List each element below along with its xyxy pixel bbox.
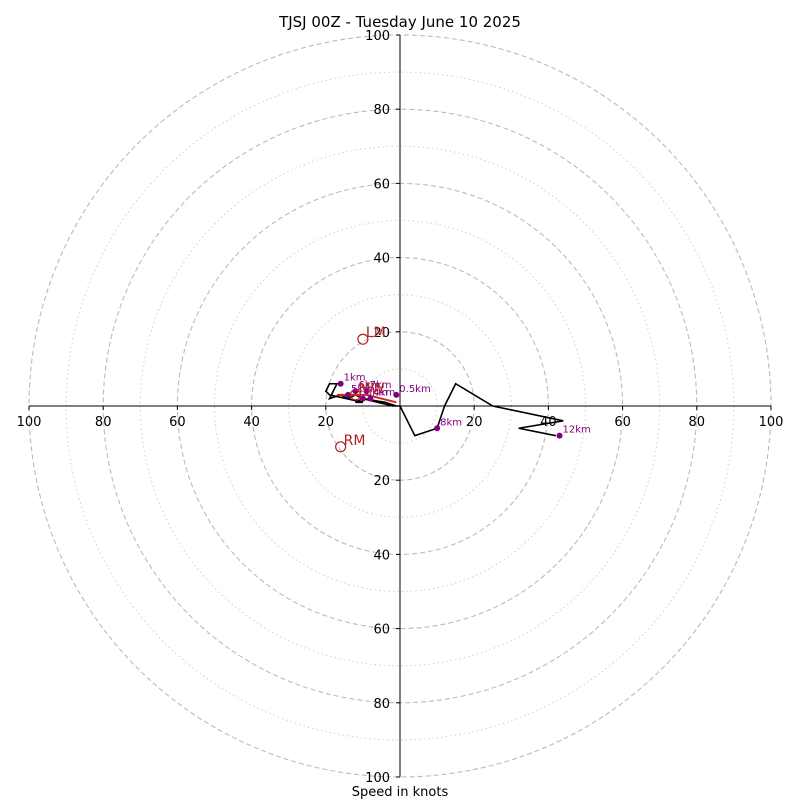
x-tick-label: 100	[759, 415, 784, 430]
x-tick-labels: 100 80 60 40 20 20 40 60 80 100	[17, 406, 784, 430]
y-tick-label: 80	[373, 697, 390, 712]
x-tick-label: 60	[614, 415, 631, 430]
y-tick-label: 80	[373, 103, 390, 118]
y-tick-label: 60	[373, 623, 390, 638]
storm-motion-label: LM	[366, 325, 386, 341]
storm-motion-label: RM	[344, 433, 366, 449]
height-marker-dot	[359, 395, 366, 402]
storm-motion-circle	[357, 333, 369, 345]
y-tick-label: 40	[373, 548, 390, 563]
y-tick-label: 100	[365, 29, 390, 44]
height-marker-dot	[345, 391, 352, 398]
height-marker-dot	[363, 388, 370, 395]
x-tick-label: 100	[17, 415, 42, 430]
x-tick-label: 40	[243, 415, 260, 430]
height-marker-label: 7km	[370, 380, 392, 391]
height-marker-label: 6km	[358, 380, 380, 391]
height-marker-label: 5km	[351, 384, 373, 395]
height-marker-label: 4km	[373, 388, 395, 399]
y-tick-label: 100	[365, 771, 390, 786]
chart-title: TJSJ 00Z - Tuesday June 10 2025	[278, 13, 521, 31]
y-tick-label: 20	[373, 474, 390, 489]
height-marker-label: 12km	[563, 425, 591, 436]
y-tick-label: 40	[373, 252, 390, 267]
storm-motion-circle	[349, 389, 362, 401]
height-marker-dot	[434, 425, 441, 432]
height-marker-label: 8km	[440, 417, 462, 428]
x-axis-label: Speed in knots	[352, 785, 449, 800]
height-marker-dot	[367, 395, 374, 402]
storm-motion-circle	[335, 441, 347, 453]
height-marker-label: 1km	[344, 373, 366, 384]
x-tick-label: 20	[318, 415, 335, 430]
x-tick-label: 60	[169, 415, 186, 430]
height-marker-label: 3km	[366, 388, 388, 399]
y-tick-label: 20	[373, 326, 390, 341]
y-tick-labels: 100 80 60 40 20 20 40 60 80 100	[365, 29, 400, 786]
height-marker-dot	[337, 380, 344, 387]
y-tick-label: 60	[373, 177, 390, 192]
x-tick-label: 80	[689, 415, 706, 430]
x-tick-label: 20	[466, 415, 483, 430]
height-marker-label: 0.5km	[399, 384, 430, 395]
height-marker-dot	[556, 432, 563, 439]
x-tick-label: 80	[95, 415, 112, 430]
storm-motion-label: MW	[358, 381, 384, 397]
height-marker-dot	[393, 391, 400, 398]
storm-motion-markers: LM RM MW	[335, 325, 386, 453]
